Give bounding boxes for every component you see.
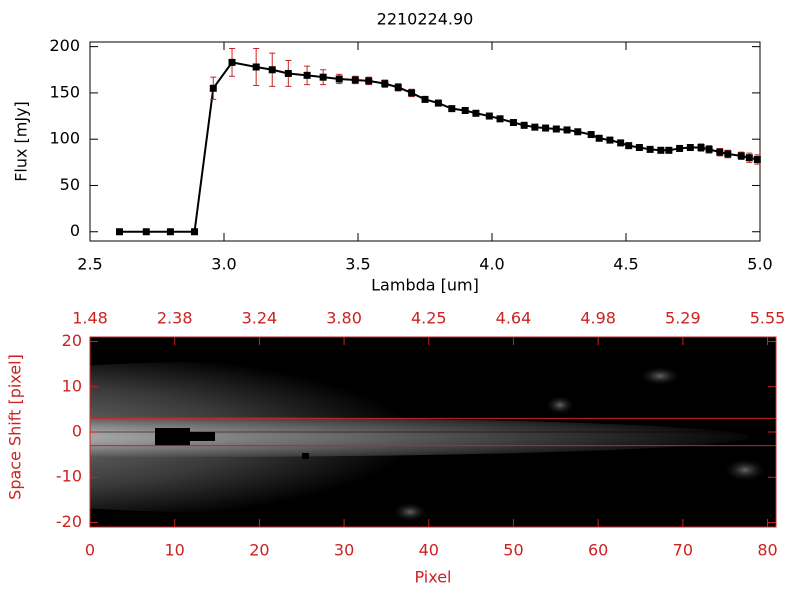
x-tick-label: 10 [165, 541, 185, 560]
data-point [531, 123, 539, 131]
data-point [676, 144, 684, 152]
x-tick-label: 80 [757, 541, 777, 560]
y-tick-label: 20 [62, 331, 82, 350]
data-point [496, 115, 504, 123]
chart-title: 2210224.90 [377, 10, 474, 29]
data-point [542, 124, 550, 132]
x2-tick-label: 4.25 [411, 309, 447, 328]
data-point [595, 134, 603, 142]
data-point [606, 136, 614, 144]
data-point [142, 228, 150, 236]
y-tick-label: 150 [49, 82, 80, 101]
data-point [737, 152, 745, 160]
data-point [665, 146, 673, 154]
data-point [686, 144, 694, 152]
data-point [284, 69, 292, 77]
data-point [166, 228, 174, 236]
data-point [646, 145, 654, 153]
x-tick-label: 2.5 [77, 255, 102, 274]
x2-tick-label: 4.64 [496, 309, 532, 328]
data-point [724, 150, 732, 158]
data-point [485, 112, 493, 120]
x2-tick-label: 3.80 [326, 309, 362, 328]
y-tick-label: 50 [60, 175, 80, 194]
x-tick-label: 3.0 [211, 255, 236, 274]
data-point [394, 83, 402, 91]
x2-tick-label: 4.98 [580, 309, 616, 328]
x-axis-label: Pixel [414, 568, 451, 587]
data-point [520, 121, 528, 129]
data-point [421, 95, 429, 103]
data-point [319, 73, 327, 81]
x-tick-label: 0 [85, 541, 95, 560]
y-tick-label: -10 [56, 467, 82, 486]
x-tick-label: 60 [588, 541, 608, 560]
y-axis-label: Space Shift [pixel] [6, 354, 25, 500]
data-point [563, 126, 571, 134]
data-point [303, 71, 311, 79]
data-point [448, 105, 456, 113]
data-point [252, 63, 260, 71]
x2-tick-label: 3.24 [242, 309, 278, 328]
data-point [434, 99, 442, 107]
data-point [351, 76, 359, 84]
x-tick-label: 50 [503, 541, 523, 560]
x-tick-label: 4.5 [613, 255, 638, 274]
data-point [335, 75, 343, 83]
data-point [657, 146, 665, 154]
data-point [753, 156, 761, 164]
data-point [635, 144, 643, 152]
x-tick-label: 40 [419, 541, 439, 560]
y-tick-label: 0 [72, 422, 82, 441]
y-tick-label: 100 [49, 129, 80, 148]
data-point [552, 125, 560, 133]
x2-tick-label: 1.48 [72, 309, 108, 328]
x2-tick-label: 5.29 [665, 309, 701, 328]
data-point [705, 145, 713, 153]
x-tick-label: 4.0 [479, 255, 504, 274]
data-point [365, 77, 373, 85]
data-point [745, 154, 753, 162]
plot-frame [89, 41, 761, 242]
y-tick-label: 10 [62, 376, 82, 395]
x-tick-label: 3.5 [345, 255, 370, 274]
x-tick-label: 20 [249, 541, 269, 560]
data-point [228, 58, 236, 66]
data-point [625, 142, 633, 150]
data-point [191, 228, 199, 236]
data-point [381, 80, 389, 88]
x-axis-label: Lambda [um] [371, 276, 479, 295]
data-point [472, 109, 480, 117]
x2-tick-label: 5.55 [750, 309, 786, 328]
data-point [617, 139, 625, 147]
y-tick-label: 200 [49, 36, 80, 55]
y-tick-label: 0 [70, 221, 80, 240]
x-tick-label: 70 [673, 541, 693, 560]
data-point [408, 89, 416, 97]
x2-tick-label: 2.38 [157, 309, 193, 328]
x-tick-label: 5.0 [747, 255, 772, 274]
data-point [115, 228, 123, 236]
data-point [209, 84, 217, 92]
data-point [461, 106, 469, 114]
data-point [509, 119, 517, 127]
data-point [268, 66, 276, 74]
data-point [574, 128, 582, 136]
x-tick-label: 30 [334, 541, 354, 560]
y-tick-label: -20 [56, 512, 82, 531]
data-point [716, 148, 724, 156]
data-point [697, 144, 705, 152]
y-axis-label: Flux [mJy] [12, 101, 31, 182]
data-point [587, 131, 595, 139]
